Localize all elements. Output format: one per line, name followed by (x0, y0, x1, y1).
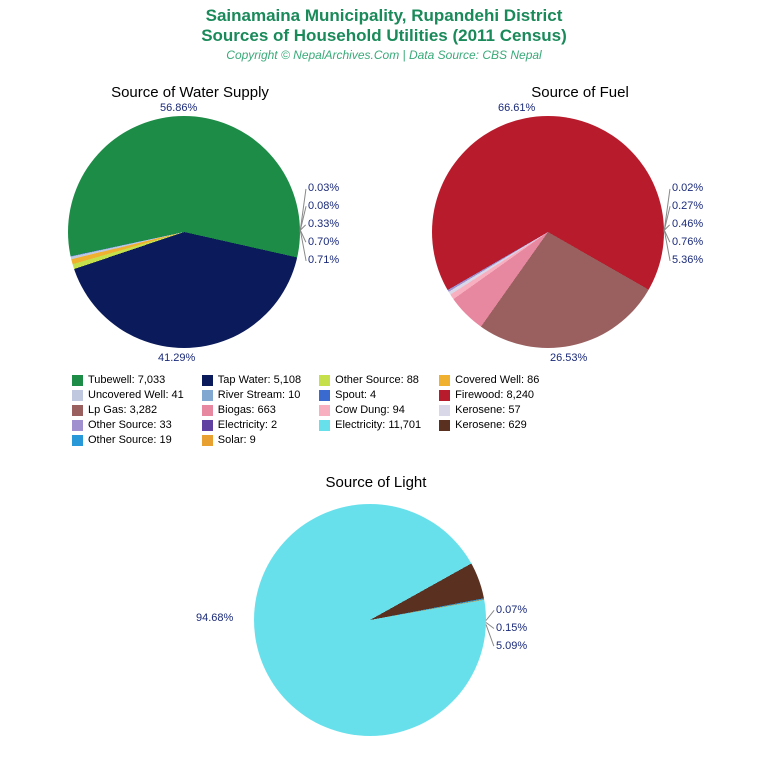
legend-text: Uncovered Well: 41 (88, 389, 184, 401)
legend-swatch (439, 375, 450, 386)
fuel-chart-title: Source of Fuel (400, 84, 760, 101)
legend-swatch (439, 420, 450, 431)
pct-label: 0.70% (308, 236, 339, 248)
legend-text: Other Source: 33 (88, 419, 172, 431)
legend-item: Other Source: 33 (72, 419, 184, 431)
leader-line (664, 224, 671, 231)
legend-swatch (319, 390, 330, 401)
legend-text: Other Source: 19 (88, 434, 172, 446)
leader-line (300, 206, 307, 231)
pct-label: 0.33% (308, 218, 339, 230)
pct-label: 41.29% (158, 352, 195, 364)
legend-swatch (202, 405, 213, 416)
legend-swatch (202, 420, 213, 431)
legend-text: Covered Well: 86 (455, 374, 539, 386)
page-subtitle: Copyright © NepalArchives.Com | Data Sou… (0, 48, 768, 62)
legend-item: Kerosene: 57 (439, 404, 539, 416)
leader-line (300, 229, 307, 242)
leader-line (664, 228, 671, 260)
pct-label: 0.02% (672, 182, 703, 194)
pct-label: 0.07% (496, 604, 527, 616)
leader-line (486, 622, 495, 629)
legend-item: Solar: 9 (202, 434, 301, 446)
leader-line (300, 188, 307, 232)
pct-label: 0.76% (672, 236, 703, 248)
legend-text: Tap Water: 5,108 (218, 374, 301, 386)
leader-line (486, 610, 495, 621)
leader-line (664, 188, 671, 232)
pct-label: 0.08% (308, 200, 339, 212)
legend-text: Other Source: 88 (335, 374, 419, 386)
legend-text: Firewood: 8,240 (455, 389, 534, 401)
pct-label: 5.09% (496, 640, 527, 652)
light-pie (254, 504, 486, 736)
page-title-line1: Sainamaina Municipality, Rupandehi Distr… (0, 6, 768, 26)
leader-line (486, 624, 495, 646)
legend-item: Uncovered Well: 41 (72, 389, 184, 401)
legend-swatch (319, 405, 330, 416)
legend-item: Tubewell: 7,033 (72, 374, 184, 386)
legend-text: Biogas: 663 (218, 404, 276, 416)
legend-item: Electricity: 2 (202, 419, 301, 431)
pct-label: 94.68% (196, 612, 233, 624)
legend-text: River Stream: 10 (218, 389, 301, 401)
pct-label: 26.53% (550, 352, 587, 364)
legend-swatch (72, 420, 83, 431)
legend-text: Kerosene: 629 (455, 419, 527, 431)
pct-label: 0.71% (308, 254, 339, 266)
legend-swatch (72, 435, 83, 446)
legend-item: Biogas: 663 (202, 404, 301, 416)
legend-item: Other Source: 88 (319, 374, 421, 386)
legend-text: Electricity: 11,701 (335, 419, 421, 431)
legend-text: Kerosene: 57 (455, 404, 520, 416)
pct-label: 66.61% (498, 102, 535, 114)
water-pie (68, 116, 300, 348)
legend-swatch (72, 375, 83, 386)
legend-swatch (202, 375, 213, 386)
legend-text: Tubewell: 7,033 (88, 374, 165, 386)
legend-item: Spout: 4 (319, 389, 421, 401)
legend-item: Electricity: 11,701 (319, 419, 421, 431)
legend-item: Kerosene: 629 (439, 419, 539, 431)
pct-label: 5.36% (672, 254, 703, 266)
legend: Tubewell: 7,033 Tap Water: 5,108 Other Sou… (72, 374, 539, 446)
leader-line (664, 206, 671, 231)
page-title-line2: Sources of Household Utilities (2011 Cen… (0, 26, 768, 46)
leader-line (300, 224, 307, 231)
legend-text: Spout: 4 (335, 389, 376, 401)
legend-item: Other Source: 19 (72, 434, 184, 446)
light-chart-title: Source of Light (186, 474, 566, 491)
legend-text: Electricity: 2 (218, 419, 277, 431)
legend-item: Cow Dung: 94 (319, 404, 421, 416)
legend-item: River Stream: 10 (202, 389, 301, 401)
legend-swatch (439, 405, 450, 416)
pct-label: 56.86% (160, 102, 197, 114)
legend-swatch (319, 375, 330, 386)
legend-swatch (202, 390, 213, 401)
legend-swatch (202, 435, 213, 446)
legend-item: Firewood: 8,240 (439, 389, 539, 401)
legend-text: Lp Gas: 3,282 (88, 404, 157, 416)
legend-swatch (72, 405, 83, 416)
pct-label: 0.46% (672, 218, 703, 230)
legend-item: Covered Well: 86 (439, 374, 539, 386)
legend-text: Solar: 9 (218, 434, 256, 446)
pct-label: 0.15% (496, 622, 527, 634)
leader-line (300, 228, 307, 260)
legend-swatch (72, 390, 83, 401)
water-chart-title: Source of Water Supply (0, 84, 380, 101)
pct-label: 0.03% (308, 182, 339, 194)
legend-swatch (319, 420, 330, 431)
fuel-pie (432, 116, 664, 348)
legend-item: Tap Water: 5,108 (202, 374, 301, 386)
legend-item: Lp Gas: 3,282 (72, 404, 184, 416)
legend-text: Cow Dung: 94 (335, 404, 405, 416)
leader-line (664, 229, 671, 242)
pct-label: 0.27% (672, 200, 703, 212)
legend-swatch (439, 390, 450, 401)
